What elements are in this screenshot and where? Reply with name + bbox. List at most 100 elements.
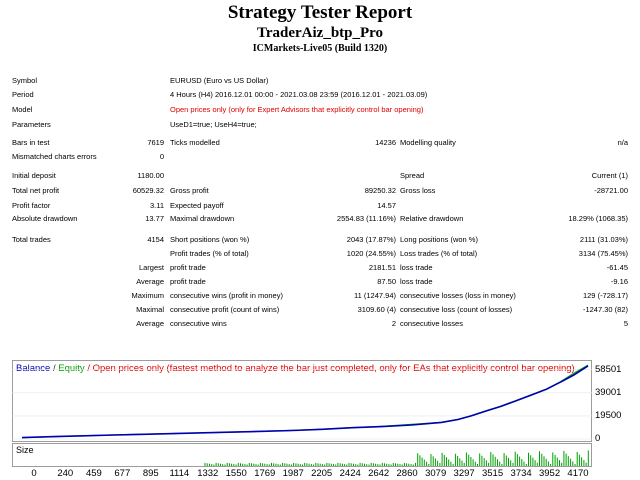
x-tick-label: 895 bbox=[142, 468, 159, 479]
size-bar bbox=[565, 453, 567, 466]
size-bar bbox=[497, 459, 498, 466]
average-loss-label: loss trade bbox=[400, 277, 433, 286]
size-bar bbox=[328, 463, 330, 466]
size-bar bbox=[264, 463, 266, 466]
size-bar bbox=[528, 452, 529, 466]
size-bar bbox=[304, 462, 306, 466]
size-bar bbox=[384, 463, 385, 466]
symbol-label: Symbol bbox=[12, 76, 38, 85]
size-bar bbox=[253, 463, 255, 466]
profit-trades-value: 1020 (24.55%) bbox=[346, 249, 396, 258]
size-bar bbox=[372, 463, 374, 466]
size-bar bbox=[439, 462, 441, 466]
max-consecutive-wins-value: 11 (1247.94) bbox=[354, 291, 396, 300]
max-consecutive-wins-label: consecutive wins (profit in money) bbox=[170, 291, 283, 300]
maximal-consecutive-profit-label: consecutive profit (count of wins) bbox=[170, 305, 280, 314]
size-bar bbox=[235, 464, 237, 466]
size-bar bbox=[211, 464, 213, 466]
maximal-consecutive-profit-value: 3109.60 (4) bbox=[357, 305, 396, 314]
size-bar bbox=[567, 456, 569, 466]
size-bar bbox=[488, 462, 490, 466]
period-label: Period bbox=[12, 90, 34, 99]
x-tick-label: 4170 bbox=[567, 468, 589, 479]
size-bar bbox=[282, 462, 284, 466]
size-bar bbox=[479, 453, 481, 466]
size-bar bbox=[481, 455, 483, 466]
size-bar bbox=[446, 457, 447, 467]
size-bar bbox=[213, 464, 215, 466]
loss-trades-value: 3134 (75.45%) bbox=[578, 249, 628, 258]
size-bar bbox=[233, 464, 235, 466]
net-profit-value: 60529.32 bbox=[132, 186, 164, 195]
size-bar bbox=[559, 460, 560, 466]
average-consecutive-label: Average bbox=[136, 319, 164, 328]
size-bar bbox=[510, 460, 512, 466]
average-consecutive-losses-label: consecutive losses bbox=[400, 319, 463, 328]
size-bar bbox=[552, 452, 554, 466]
size-bar bbox=[226, 462, 228, 466]
maximal-consecutive-loss-label: consecutive loss (count of losses) bbox=[400, 305, 513, 314]
size-bar bbox=[333, 464, 334, 466]
short-positions-value: 2043 (17.87%) bbox=[346, 235, 396, 244]
size-bar bbox=[587, 450, 589, 466]
size-bar bbox=[288, 464, 290, 466]
size-bar bbox=[257, 464, 259, 466]
size-bar bbox=[368, 464, 370, 466]
expected-payoff-value: 14.57 bbox=[377, 201, 396, 210]
size-bar bbox=[353, 463, 354, 466]
size-bar bbox=[441, 452, 443, 466]
x-tick-label: 0 bbox=[31, 468, 37, 479]
absolute-drawdown-value: 13.77 bbox=[145, 214, 164, 223]
size-bar bbox=[585, 462, 587, 466]
size-bar bbox=[240, 463, 241, 466]
size-bar bbox=[302, 464, 303, 466]
size-bar bbox=[428, 464, 430, 466]
size-bar bbox=[514, 451, 516, 466]
size-bar bbox=[262, 463, 264, 466]
gross-loss-label: Gross loss bbox=[400, 186, 436, 195]
y-tick-label: 39001 bbox=[595, 386, 622, 398]
size-bar bbox=[519, 456, 521, 466]
size-bar bbox=[534, 460, 536, 466]
size-bar bbox=[348, 462, 350, 466]
size-bar bbox=[492, 454, 494, 466]
size-bar bbox=[275, 463, 277, 466]
legend-equity: Equity bbox=[58, 363, 85, 374]
short-positions-label: Short positions (won %) bbox=[170, 235, 250, 244]
largest-loss-label: loss trade bbox=[400, 263, 433, 272]
size-bar bbox=[541, 453, 543, 466]
equity-line bbox=[21, 364, 589, 439]
size-bar bbox=[266, 464, 268, 466]
size-bar bbox=[410, 464, 412, 466]
size-bar bbox=[268, 464, 270, 466]
size-bar bbox=[457, 456, 459, 466]
size-bar bbox=[547, 461, 549, 466]
average-profit-value: 87.50 bbox=[377, 277, 396, 286]
size-bar bbox=[228, 463, 230, 466]
mismatch-value: 0 bbox=[159, 152, 164, 161]
x-tick-label: 3952 bbox=[538, 468, 561, 479]
max-consecutive-losses-label: consecutive losses (loss in money) bbox=[400, 291, 516, 300]
size-bar bbox=[463, 462, 465, 466]
size-bar bbox=[313, 464, 315, 466]
x-tick-label: 3297 bbox=[453, 468, 475, 479]
size-bar bbox=[459, 458, 461, 466]
size-bar bbox=[583, 460, 585, 466]
x-tick-label: 677 bbox=[114, 468, 131, 479]
loss-trades-label: Loss trades (% of total) bbox=[400, 249, 478, 258]
size-bar bbox=[220, 463, 221, 466]
average-consecutive-losses-value: 5 bbox=[623, 319, 628, 328]
size-bar bbox=[443, 455, 445, 466]
size-bar bbox=[581, 457, 583, 466]
size-bar bbox=[450, 461, 452, 466]
size-bar bbox=[315, 462, 317, 466]
size-bar bbox=[310, 464, 312, 466]
size-bar bbox=[572, 461, 574, 466]
x-tick-label: 2424 bbox=[339, 468, 361, 479]
deposit-label: Initial deposit bbox=[12, 171, 56, 180]
size-bar bbox=[346, 464, 348, 466]
x-tick-label: 1769 bbox=[254, 468, 276, 479]
profit-factor-value: 3.11 bbox=[149, 201, 164, 210]
size-bar bbox=[437, 460, 439, 466]
